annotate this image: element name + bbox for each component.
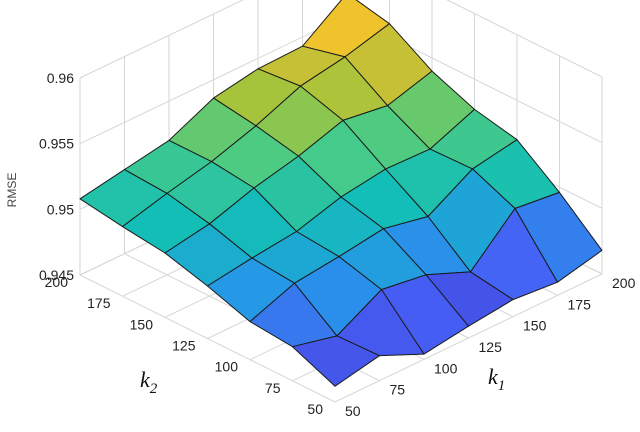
z-tick-label: 0.945 xyxy=(39,267,74,283)
y-tick-label: 50 xyxy=(307,401,323,417)
z-tick-label: 0.95 xyxy=(47,201,74,217)
y-tick-label: 150 xyxy=(130,316,154,332)
y-tick-label: 125 xyxy=(172,338,196,354)
x-axis-label-subscript: 1 xyxy=(498,378,506,394)
y-axis-label-subscript: 2 xyxy=(150,381,158,397)
x-axis-label: k1 xyxy=(488,364,505,394)
x-tick-label: 75 xyxy=(390,382,406,398)
x-tick-label: 150 xyxy=(523,318,547,334)
grid-line xyxy=(446,0,603,78)
z-axis-label: RMSE xyxy=(5,173,19,208)
z-tick-label: 0.955 xyxy=(39,136,74,152)
y-tick-label: 75 xyxy=(265,380,281,396)
y-axis-label: k2 xyxy=(140,367,158,397)
x-tick-label: 175 xyxy=(568,296,592,312)
y-tick-label: 100 xyxy=(215,359,239,375)
grid-line xyxy=(79,15,348,145)
x-tick-label: 125 xyxy=(479,339,503,355)
grid-line xyxy=(334,273,603,403)
surface xyxy=(79,0,603,387)
surface-face xyxy=(292,335,380,387)
grid-line xyxy=(79,0,244,79)
y-axis-label-symbol: k xyxy=(140,367,151,392)
x-axis-label-symbol: k xyxy=(488,364,499,389)
x-tick-label: 100 xyxy=(434,360,458,376)
y-tick-label: 175 xyxy=(87,295,111,311)
x-tick-label: 50 xyxy=(345,403,361,419)
z-tick-label: 0.96 xyxy=(47,70,74,86)
x-tick-label: 200 xyxy=(612,275,636,291)
y-tick-label: 200 xyxy=(45,274,69,290)
tick-labels: 0.945 0.95 0.955 0.96 50 75 100 125 150 175 200 50 7… xyxy=(39,70,636,419)
